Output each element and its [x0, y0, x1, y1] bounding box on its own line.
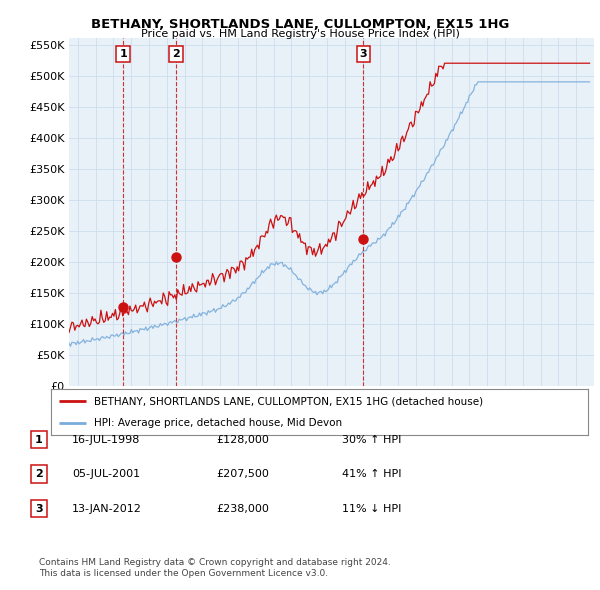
Text: 1: 1 — [35, 435, 43, 444]
Text: Price paid vs. HM Land Registry's House Price Index (HPI): Price paid vs. HM Land Registry's House … — [140, 29, 460, 39]
Text: 41% ↑ HPI: 41% ↑ HPI — [342, 469, 401, 478]
Text: 2: 2 — [35, 469, 43, 478]
Text: BETHANY, SHORTLANDS LANE, CULLOMPTON, EX15 1HG: BETHANY, SHORTLANDS LANE, CULLOMPTON, EX… — [91, 18, 509, 31]
Text: 30% ↑ HPI: 30% ↑ HPI — [342, 435, 401, 444]
Text: £207,500: £207,500 — [216, 469, 269, 478]
Text: 1: 1 — [119, 49, 127, 59]
Text: 05-JUL-2001: 05-JUL-2001 — [72, 469, 140, 478]
Text: 16-JUL-1998: 16-JUL-1998 — [72, 435, 140, 444]
Text: 3: 3 — [359, 49, 367, 59]
Text: HPI: Average price, detached house, Mid Devon: HPI: Average price, detached house, Mid … — [94, 418, 342, 428]
Text: £238,000: £238,000 — [216, 504, 269, 513]
Text: 2: 2 — [172, 49, 180, 59]
Text: 11% ↓ HPI: 11% ↓ HPI — [342, 504, 401, 513]
Text: BETHANY, SHORTLANDS LANE, CULLOMPTON, EX15 1HG (detached house): BETHANY, SHORTLANDS LANE, CULLOMPTON, EX… — [94, 396, 483, 407]
Text: This data is licensed under the Open Government Licence v3.0.: This data is licensed under the Open Gov… — [39, 569, 328, 578]
Text: £128,000: £128,000 — [216, 435, 269, 444]
Text: 13-JAN-2012: 13-JAN-2012 — [72, 504, 142, 513]
Text: 3: 3 — [35, 504, 43, 513]
Text: Contains HM Land Registry data © Crown copyright and database right 2024.: Contains HM Land Registry data © Crown c… — [39, 558, 391, 566]
